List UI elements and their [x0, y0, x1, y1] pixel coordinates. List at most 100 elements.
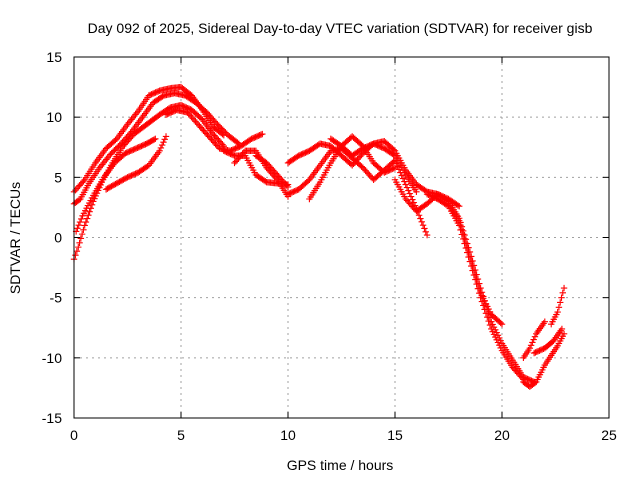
- data-point: [560, 330, 568, 337]
- grid: [74, 57, 609, 418]
- data-point: [82, 218, 90, 226]
- data-point: [413, 188, 420, 195]
- data-point: [460, 230, 467, 238]
- data-point: [74, 225, 81, 232]
- data-point: [284, 183, 292, 191]
- data-point: [558, 294, 565, 301]
- y-tick-label: -10: [42, 350, 62, 366]
- data-point: [476, 285, 483, 292]
- data-point: [559, 289, 566, 297]
- data-point: [409, 196, 416, 203]
- data-point: [560, 284, 568, 292]
- data-point: [158, 141, 166, 149]
- series-9: [252, 152, 292, 191]
- y-tick-label: 0: [54, 230, 62, 246]
- data-point: [518, 374, 526, 382]
- data-point: [526, 345, 534, 352]
- series-17: [520, 330, 568, 390]
- data-point: [484, 314, 491, 321]
- data-point: [470, 267, 478, 274]
- data-point: [497, 344, 504, 352]
- data-point: [481, 297, 488, 305]
- data-point: [456, 217, 463, 224]
- series-4: [72, 135, 159, 235]
- data-point: [485, 305, 492, 313]
- data-point: [156, 147, 163, 155]
- data-point: [458, 226, 466, 233]
- data-point: [469, 262, 476, 269]
- data-point: [391, 164, 399, 171]
- data-point: [83, 215, 91, 222]
- data-point: [531, 379, 539, 387]
- data-point: [72, 251, 79, 259]
- data-point: [541, 318, 548, 325]
- data-point: [486, 308, 494, 316]
- data-point: [403, 184, 411, 191]
- data-point: [464, 244, 471, 251]
- data-point: [75, 222, 82, 229]
- data-point: [78, 215, 85, 223]
- chart-title: Day 092 of 2025, Sidereal Day-to-day VTE…: [88, 20, 593, 36]
- y-tick-label: 15: [46, 49, 62, 65]
- data-point: [497, 319, 504, 327]
- data-point: [399, 175, 407, 182]
- data-point: [150, 136, 158, 143]
- data-point: [494, 339, 502, 346]
- y-axis-label: SDTVAR / TECUs: [7, 182, 23, 294]
- data-point: [76, 218, 84, 226]
- data-point: [461, 235, 468, 242]
- data-point: [498, 320, 506, 328]
- data-point: [496, 341, 503, 349]
- data-point: [81, 222, 88, 229]
- series-19: [530, 325, 566, 357]
- data-point: [477, 289, 484, 297]
- data-point: [488, 325, 495, 333]
- x-tick-label: 20: [494, 427, 510, 443]
- data-point: [472, 271, 479, 279]
- data-point: [473, 276, 480, 283]
- data-point: [554, 308, 561, 316]
- data-point: [557, 299, 564, 306]
- y-tick-label: 10: [46, 109, 62, 125]
- data-point: [456, 203, 463, 210]
- x-tick-label: 0: [70, 427, 78, 443]
- data-point: [478, 292, 486, 299]
- data-point: [422, 228, 429, 235]
- series-5: [102, 133, 170, 193]
- series-2: [70, 89, 242, 208]
- data-point: [257, 131, 265, 138]
- data-point: [454, 202, 462, 209]
- tick-labels: 0 5 10 15 20 25 -15 -10 -5 0 5 10 15: [42, 49, 617, 443]
- data-point: [152, 135, 159, 143]
- data-point: [419, 221, 427, 229]
- y-tick-label: 5: [54, 169, 62, 185]
- x-tick-label: 5: [177, 427, 185, 443]
- data-point: [558, 325, 566, 333]
- data-point: [527, 342, 535, 349]
- data-point: [77, 235, 85, 242]
- data-point: [407, 193, 415, 200]
- data-point: [484, 303, 491, 310]
- data-point: [482, 300, 490, 307]
- data-point: [86, 208, 93, 215]
- data-point: [482, 310, 490, 317]
- series-18: [520, 318, 548, 362]
- data-point: [531, 333, 539, 340]
- data-point: [76, 239, 83, 246]
- y-tick-label: -15: [42, 410, 62, 426]
- data-point: [157, 144, 165, 152]
- data-point: [80, 177, 87, 185]
- y-tick-label: -5: [50, 290, 63, 306]
- data-point: [490, 331, 498, 338]
- data-point: [390, 165, 397, 172]
- data-point: [162, 133, 170, 140]
- data-point: [466, 253, 474, 260]
- data-point: [415, 212, 423, 219]
- data-point: [468, 258, 475, 265]
- data-point: [423, 231, 431, 239]
- data-point: [417, 215, 424, 222]
- data-point: [283, 182, 290, 189]
- data-point: [85, 211, 92, 219]
- data-point: [75, 243, 82, 251]
